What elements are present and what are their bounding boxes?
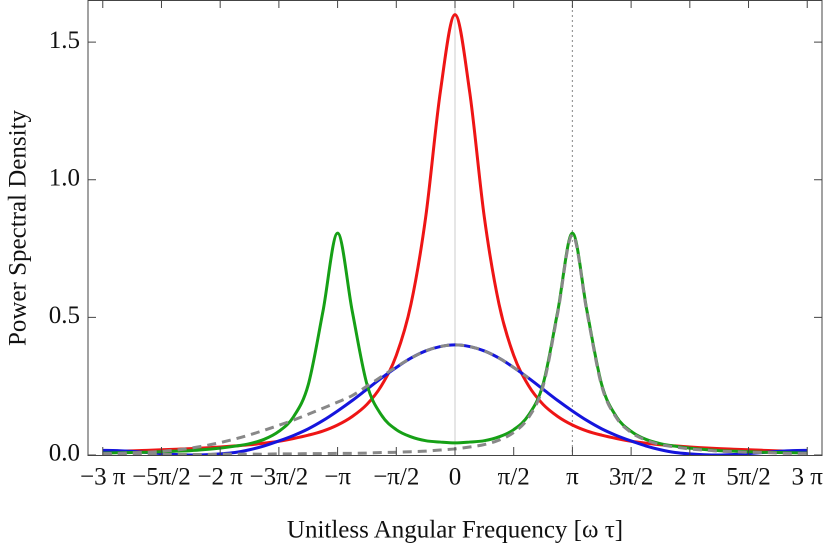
y-tick-label: 1.0: [49, 164, 80, 191]
x-tick-label: 0: [449, 464, 462, 491]
x-tick-label: π/2: [498, 464, 530, 491]
x-axis-title: Unitless Angular Frequency [ω τ]: [287, 517, 623, 544]
x-tick-label: −3π/2: [250, 464, 309, 491]
x-tick-label: 3 π: [792, 464, 824, 491]
y-tick-label: 1.5: [49, 27, 80, 54]
x-tick-label: −2 π: [197, 464, 243, 491]
series-line: [102, 231, 808, 455]
x-tick-label: 5π/2: [726, 464, 771, 491]
x-tick-label: −π/2: [373, 464, 419, 491]
x-tick-label: −π: [324, 464, 351, 491]
y-tick-label: 0.5: [49, 302, 80, 329]
x-tick-label: −3 π: [80, 464, 126, 491]
x-tick-label: −5π/2: [132, 464, 191, 491]
y-tick-label: 0.0: [49, 440, 80, 467]
x-tick-label: 2 π: [674, 464, 706, 491]
reference-layer: [454, 0, 574, 455]
x-tick-label: 3π/2: [609, 464, 654, 491]
y-axis-title: Power Spectral Density: [5, 109, 32, 346]
x-tick-label: π: [566, 464, 579, 491]
series-line: [102, 343, 530, 456]
